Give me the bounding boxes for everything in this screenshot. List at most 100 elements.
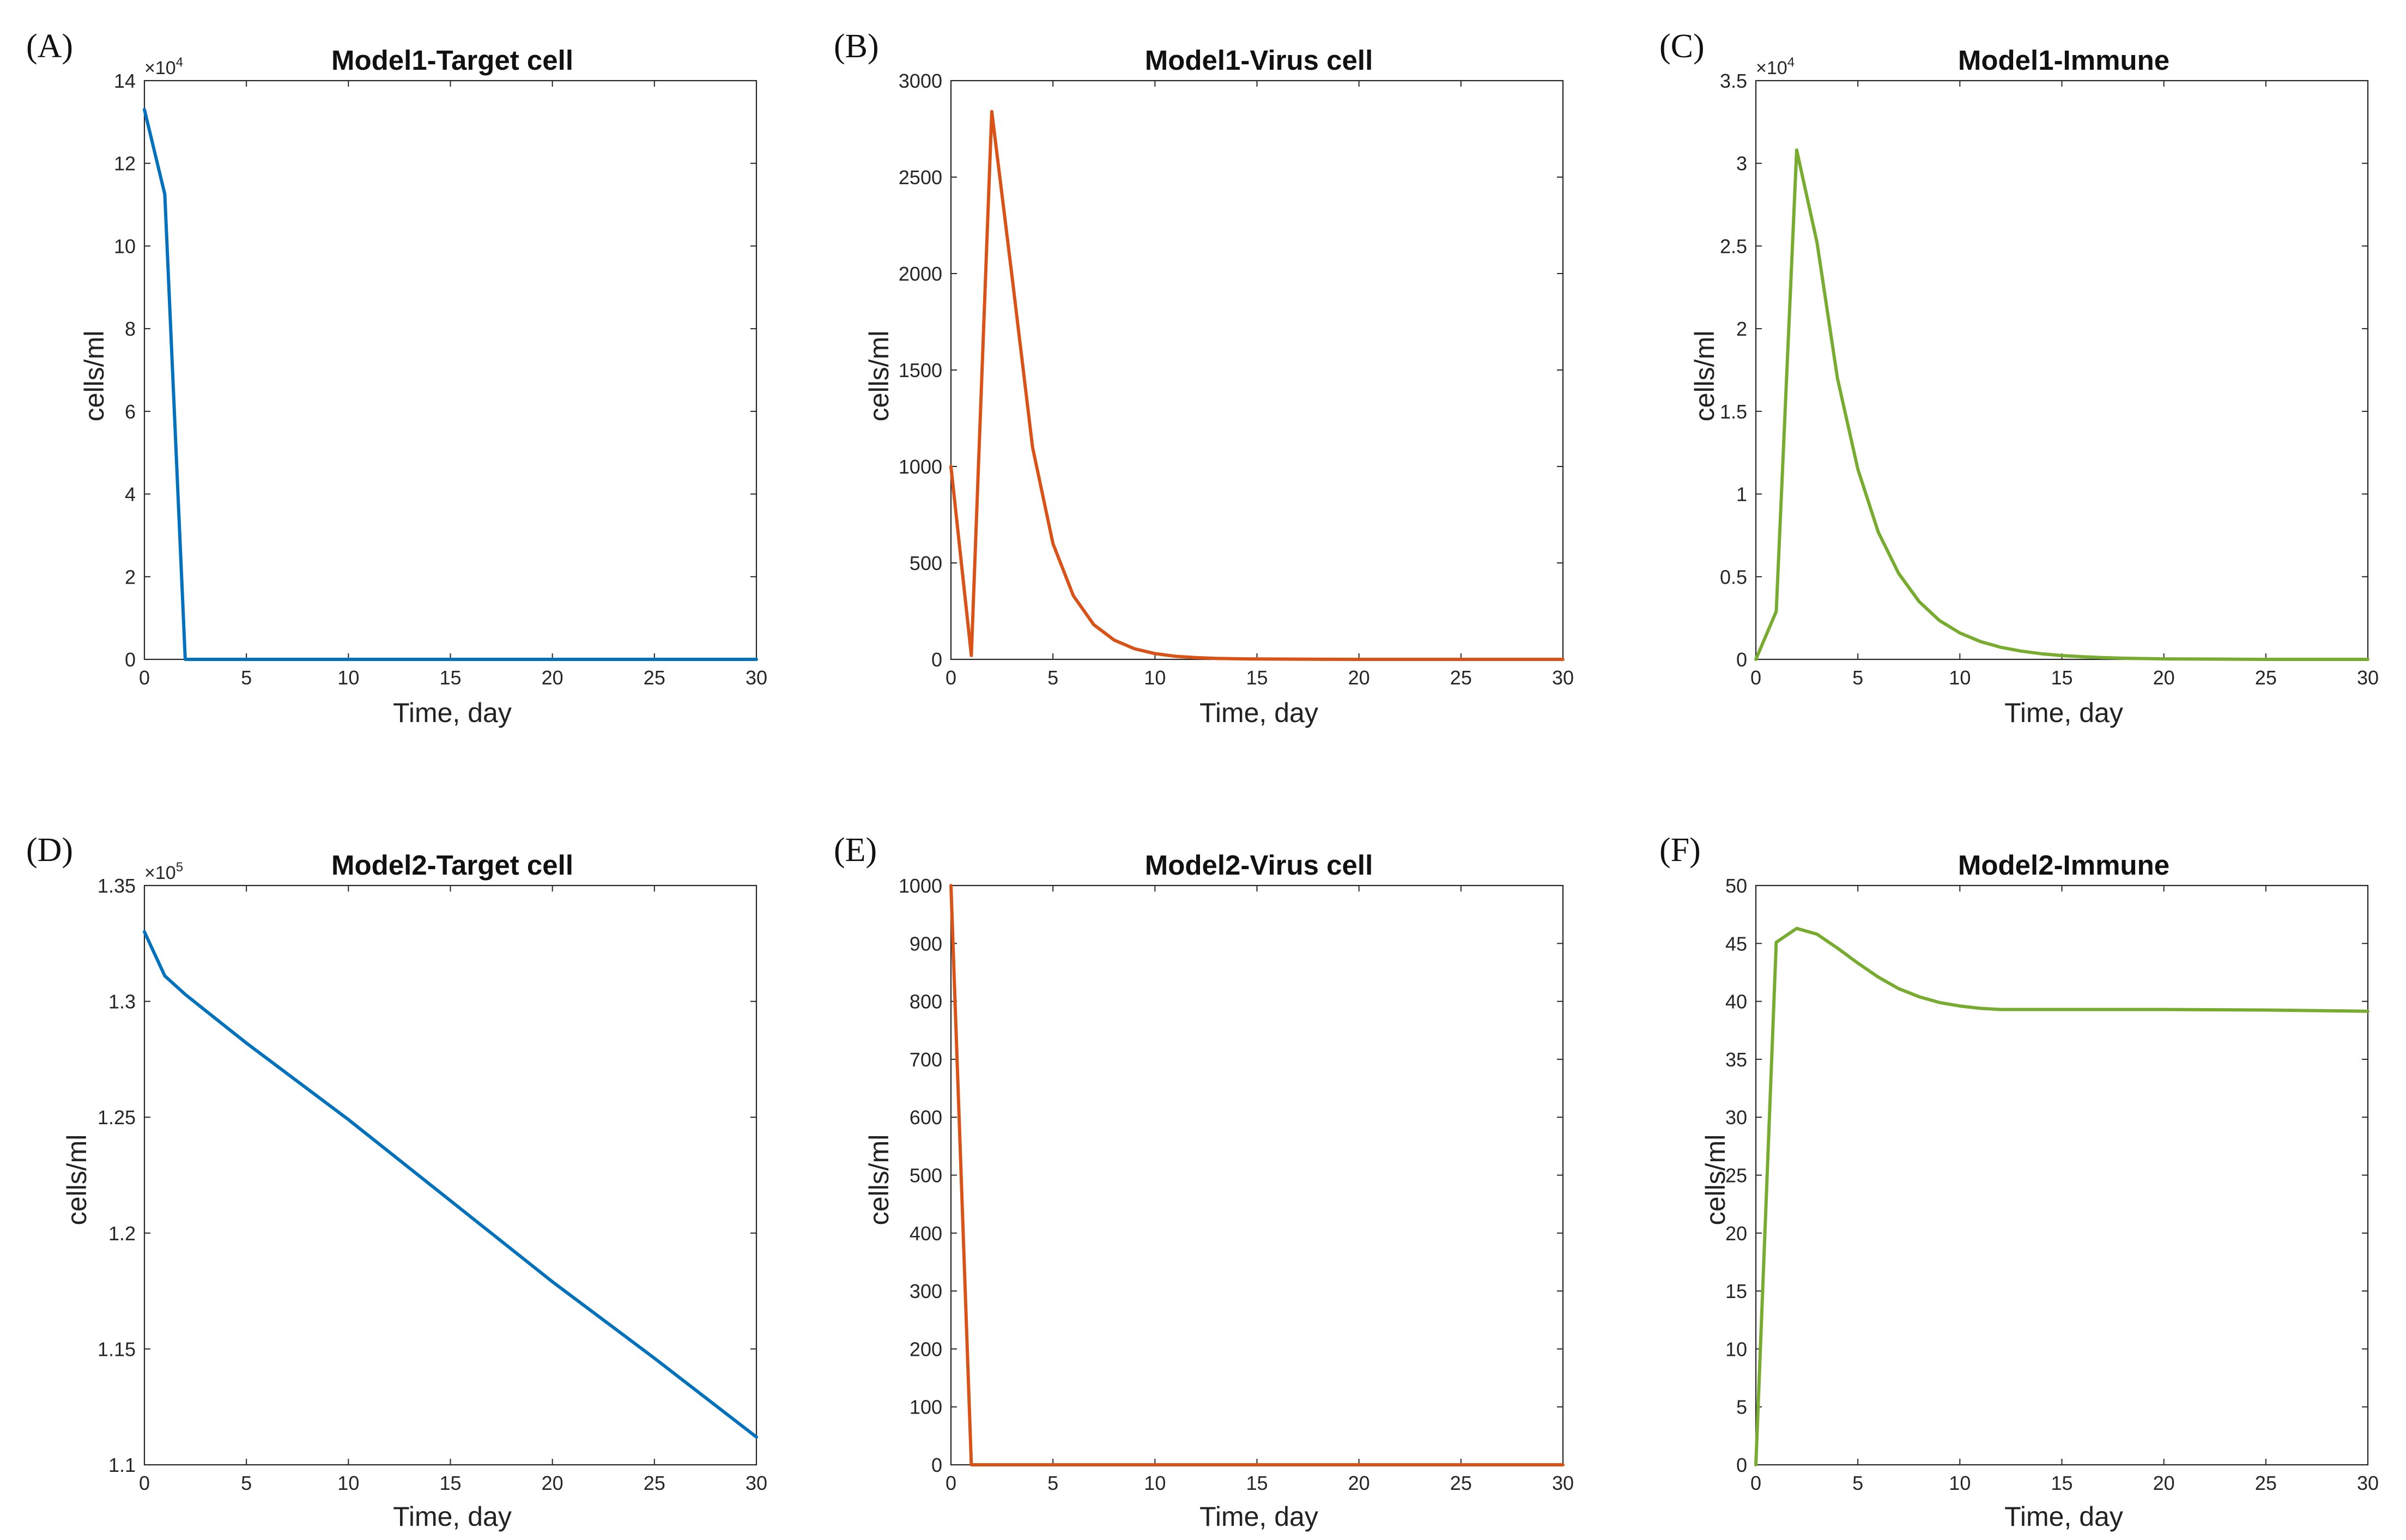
- y-tick-label: 500: [910, 552, 942, 574]
- y-tick-label: 35: [1725, 1048, 1747, 1071]
- y-tick-label: 1.5: [1720, 401, 1747, 423]
- y-tick-label: 12: [114, 153, 136, 175]
- x-tick-label: 0: [139, 666, 150, 689]
- x-tick-label: 0: [946, 666, 956, 689]
- x-tick-label: 25: [1450, 1472, 1472, 1494]
- y-tick-label: 100: [910, 1396, 942, 1418]
- y-tick-label: 10: [114, 235, 136, 257]
- x-tick-label: 5: [1852, 1472, 1863, 1494]
- panel-f: (F) Model2-Immune Time, day cells/ml 0 5 1…: [1659, 832, 2379, 1532]
- x-tick-label: 15: [1246, 666, 1268, 689]
- axes-box-f: [1755, 884, 2369, 1466]
- y-tick-label: 1500: [899, 359, 942, 381]
- y-tick-label: 15: [1725, 1280, 1747, 1302]
- y-axis-label-a: cells/ml: [79, 331, 110, 422]
- y-tick-label: 4: [125, 483, 136, 506]
- x-tick-label: 20: [2153, 1472, 2175, 1494]
- y-tick-label: 45: [1725, 932, 1747, 955]
- x-tick-label: 20: [2153, 666, 2175, 689]
- y-axis-label-c: cells/ml: [1689, 331, 1720, 422]
- axes-box-e: [950, 884, 1564, 1466]
- y-tick-label: 5: [1736, 1396, 1747, 1418]
- y-tick-label: 40: [1725, 991, 1747, 1013]
- x-tick-label: 10: [1144, 666, 1166, 689]
- y-tick-label: 600: [910, 1106, 942, 1129]
- x-tick-label: 20: [1348, 666, 1370, 689]
- y-tick-label: 2: [125, 566, 136, 588]
- y-tick-label: 0: [1736, 648, 1747, 671]
- y-tick-label: 1.2: [108, 1222, 136, 1245]
- x-tick-label: 0: [1750, 666, 1761, 689]
- x-axis-label-b: Time, day: [1199, 698, 1318, 728]
- y-tick-label: 1000: [899, 875, 942, 897]
- x-tick-label: 5: [1047, 666, 1058, 689]
- panel-letter-c: (C): [1659, 28, 1705, 65]
- x-tick-label: 25: [1450, 666, 1472, 689]
- x-tick-label: 25: [2255, 1472, 2277, 1494]
- x-tick-label: 5: [241, 666, 252, 689]
- y-tick-label: 50: [1725, 875, 1747, 897]
- x-tick-label: 25: [644, 1472, 665, 1494]
- x-tick-label: 5: [1852, 666, 1863, 689]
- y-tick-label: 800: [910, 991, 942, 1013]
- panel-letter-f: (F): [1659, 832, 1701, 869]
- panel-b: (B) Model1-Virus cell Time, day cells/ml…: [834, 28, 1574, 728]
- x-tick-label: 15: [1246, 1472, 1268, 1494]
- axes-box-c: [1755, 80, 2369, 660]
- chart-title-f: Model2-Immune: [1958, 850, 2169, 881]
- chart-title-b: Model1-Virus cell: [1145, 45, 1373, 76]
- y-tick-label: 1.1: [108, 1454, 136, 1476]
- y-tick-label: 3.5: [1720, 70, 1747, 92]
- y-tick-label: 1: [1736, 483, 1747, 506]
- y-tick-label: 1.15: [98, 1338, 136, 1360]
- y-axis-label-e: cells/ml: [864, 1135, 894, 1226]
- y-tick-label: 2: [1736, 318, 1747, 340]
- y-tick-label: 30: [1725, 1106, 1747, 1129]
- x-axis-label-c: Time, day: [2004, 698, 2123, 728]
- x-tick-label: 5: [1047, 1472, 1058, 1494]
- y-tick-label: 3000: [899, 70, 942, 92]
- y-axis-label-f: cells/ml: [1700, 1135, 1731, 1226]
- x-tick-label: 10: [1949, 666, 1971, 689]
- x-tick-label: 25: [644, 666, 665, 689]
- panel-letter-a: (A): [26, 28, 73, 65]
- x-axis-label-e: Time, day: [1199, 1501, 1318, 1532]
- y-tick-label: 200: [910, 1338, 942, 1360]
- panel-c: (C) Model1-Immune Time, day cells/ml 0 5 1…: [1659, 28, 2379, 728]
- x-tick-label: 30: [2357, 1472, 2379, 1494]
- axes-box-a: [143, 80, 757, 660]
- y-axis-exponent-a: ×104: [144, 55, 183, 78]
- y-axis-exponent-c: ×104: [1756, 55, 1795, 78]
- y-tick-label: 20: [1725, 1222, 1747, 1245]
- panel-letter-e: (E): [834, 832, 877, 869]
- chart-title-e: Model2-Virus cell: [1145, 850, 1373, 881]
- x-tick-label: 0: [946, 1472, 956, 1494]
- y-tick-label: 1.25: [98, 1106, 136, 1129]
- x-tick-label: 30: [1552, 1472, 1574, 1494]
- y-tick-label: 500: [910, 1165, 942, 1187]
- x-tick-label: 15: [2051, 1472, 2072, 1494]
- x-axis-label-d: Time, day: [393, 1501, 512, 1532]
- panel-d: (D) Model2-Target cell Time, day cells/m…: [26, 832, 767, 1532]
- x-tick-label: 15: [439, 1472, 461, 1494]
- y-tick-label: 300: [910, 1280, 942, 1302]
- y-tick-label: 1000: [899, 456, 942, 478]
- y-tick-label: 2000: [899, 263, 942, 285]
- panel-a: (A) Model1-Target cell Time, day cells/m…: [26, 28, 767, 728]
- x-axis-label-a: Time, day: [393, 698, 512, 728]
- y-axis-label-b: cells/ml: [864, 331, 894, 422]
- x-tick-label: 30: [2357, 666, 2379, 689]
- series-line-a: [143, 108, 758, 661]
- panel-letter-b: (B): [834, 28, 879, 65]
- x-tick-label: 30: [1552, 666, 1574, 689]
- chart-title-d: Model2-Target cell: [331, 850, 573, 881]
- panel-e: (E) Model2-Virus cell Time, day cells/ml…: [834, 832, 1574, 1532]
- x-axis-label-f: Time, day: [2004, 1501, 2123, 1532]
- x-tick-label: 15: [439, 666, 461, 689]
- x-tick-label: 20: [542, 1472, 563, 1494]
- x-tick-label: 0: [139, 1472, 150, 1494]
- y-tick-label: 700: [910, 1048, 942, 1071]
- y-tick-label: 10: [1725, 1338, 1747, 1360]
- x-tick-label: 20: [542, 666, 563, 689]
